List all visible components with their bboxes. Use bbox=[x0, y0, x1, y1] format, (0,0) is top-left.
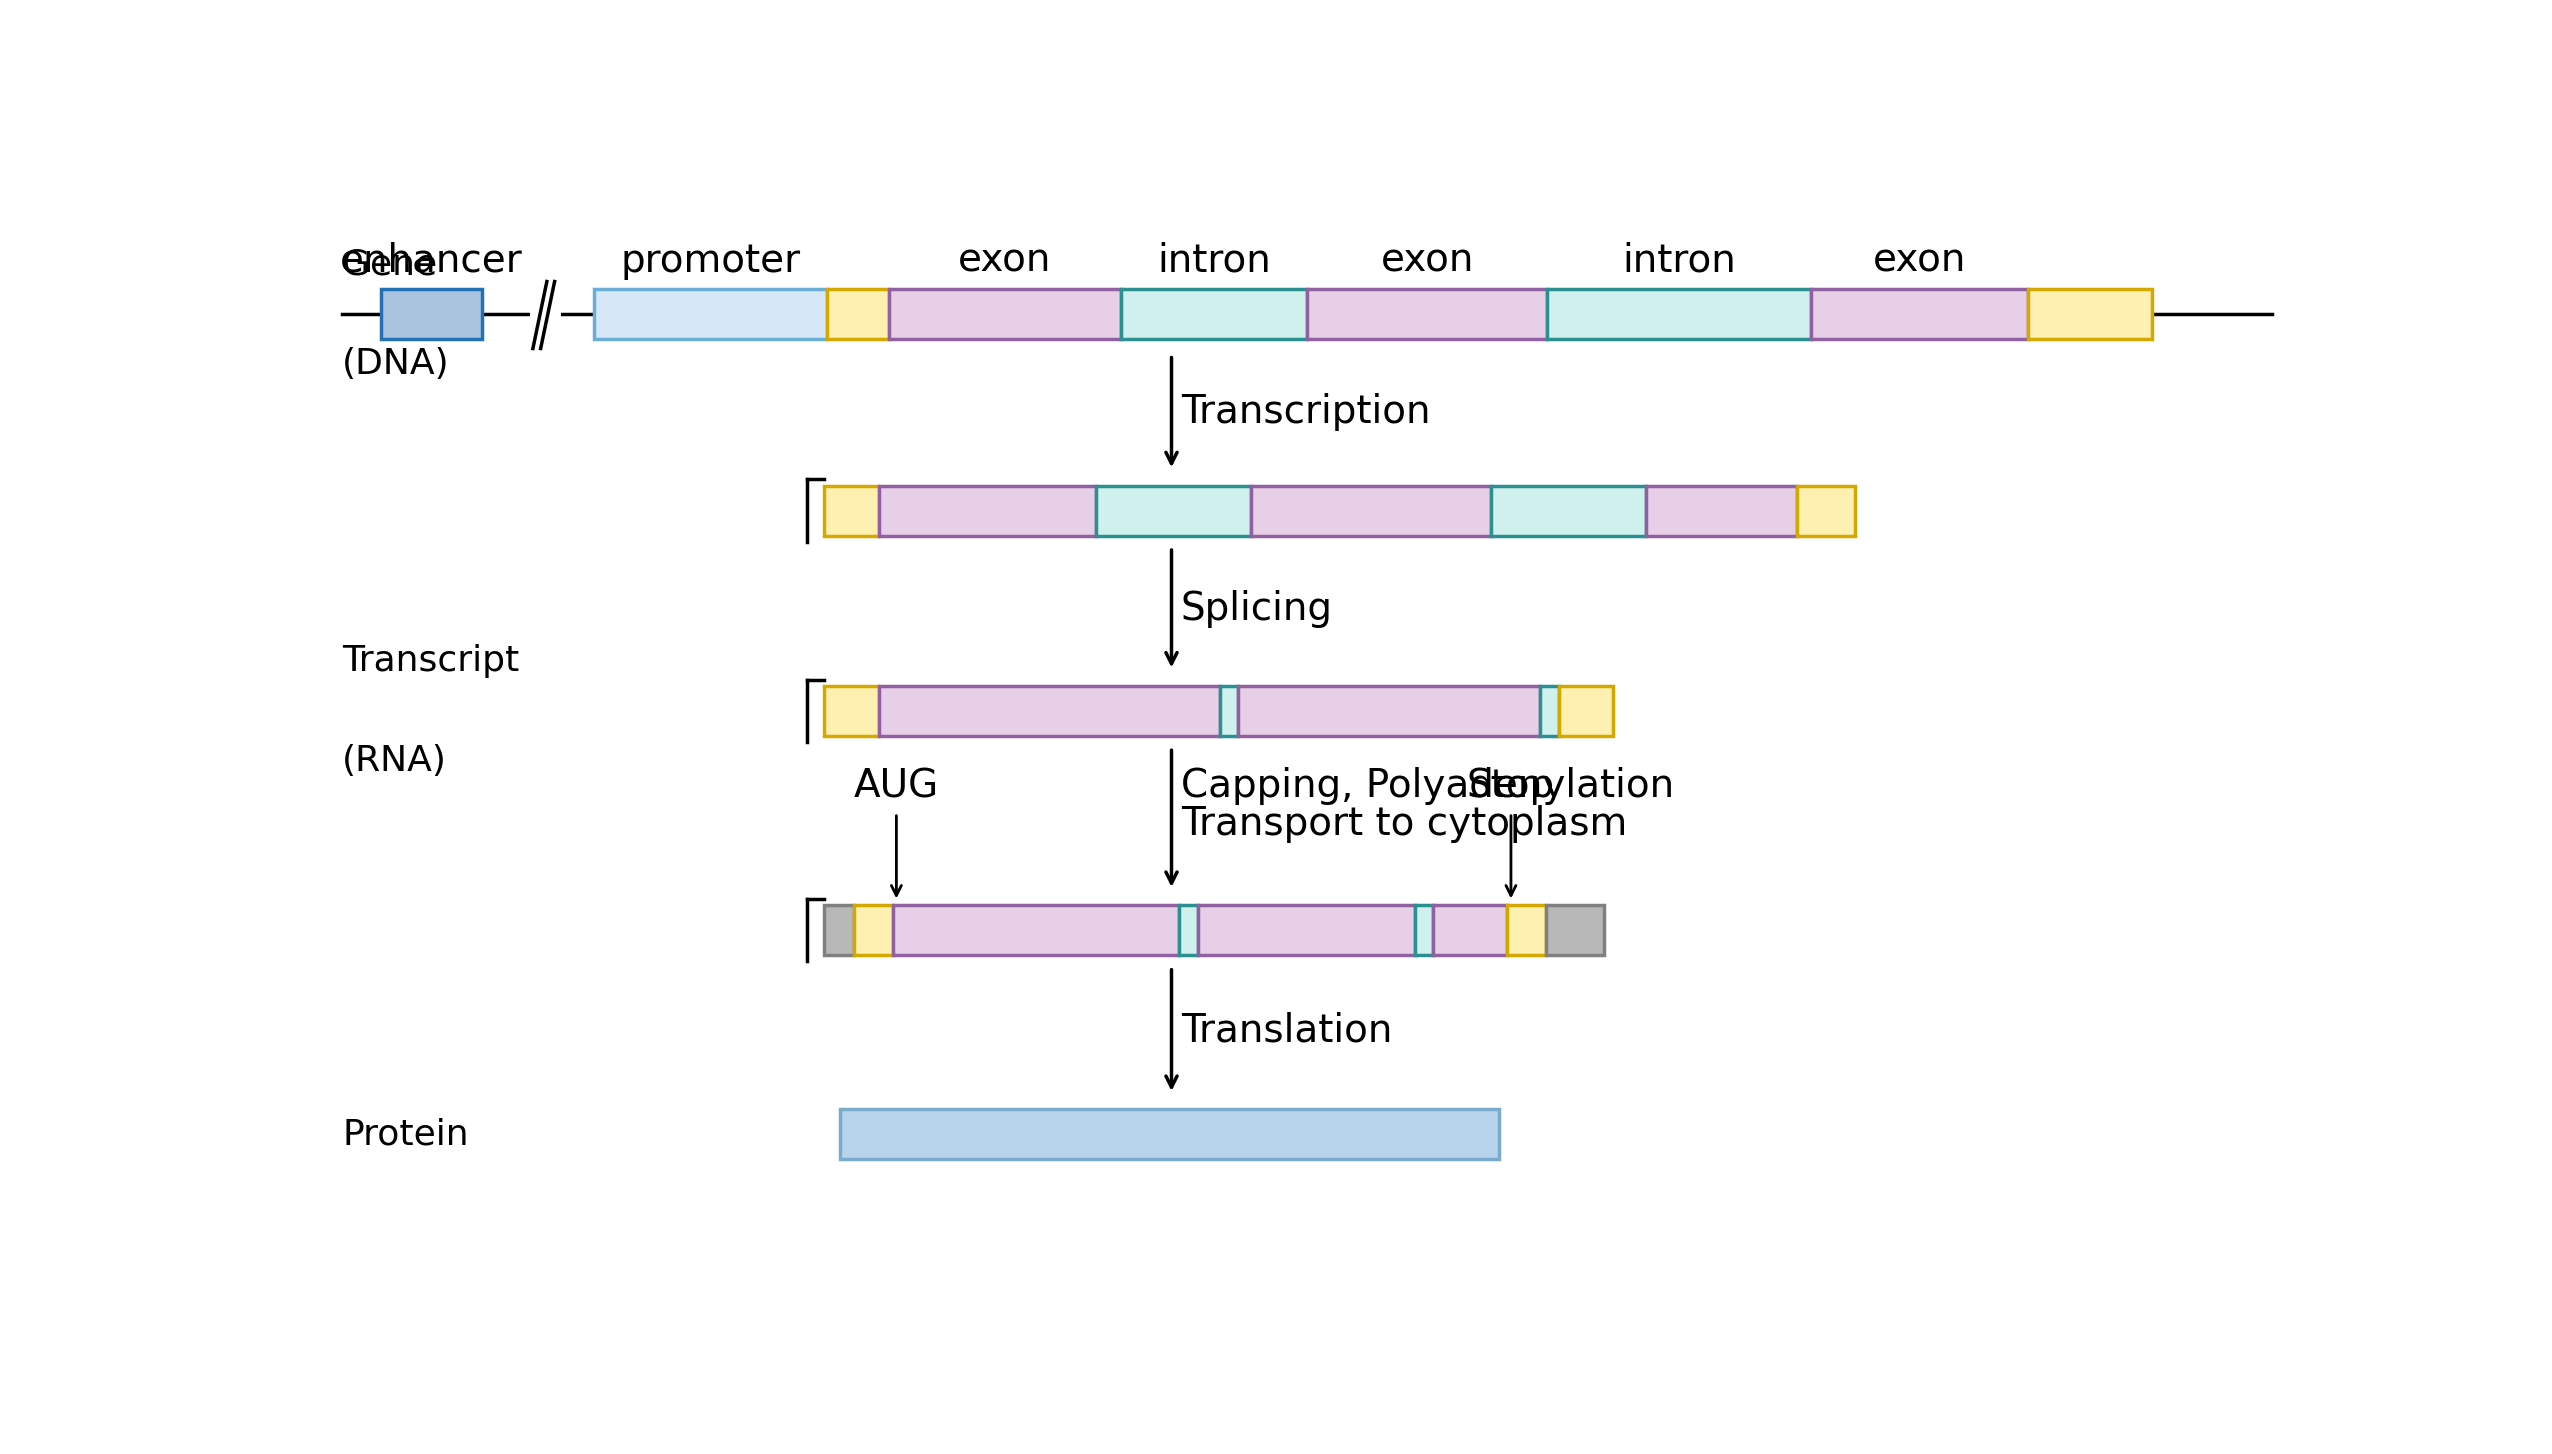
Text: exon: exon bbox=[1381, 241, 1475, 281]
Bar bbox=[1547, 906, 1605, 955]
Text: Transcription: Transcription bbox=[1182, 394, 1429, 432]
Bar bbox=[824, 486, 878, 535]
Bar bbox=[824, 686, 878, 736]
Bar bbox=[2029, 289, 2151, 339]
Text: AUG: AUG bbox=[855, 768, 939, 806]
Bar bbox=[1095, 486, 1250, 535]
Text: Gene: Gene bbox=[342, 247, 436, 282]
Text: enhancer: enhancer bbox=[339, 241, 523, 281]
Bar bbox=[595, 289, 827, 339]
Bar bbox=[1220, 686, 1238, 736]
Bar bbox=[824, 906, 855, 955]
Bar bbox=[1547, 289, 1812, 339]
Text: Translation: Translation bbox=[1182, 1012, 1393, 1050]
Bar bbox=[888, 289, 1120, 339]
Bar bbox=[531, 282, 561, 348]
Bar bbox=[1812, 289, 2029, 339]
Text: Transcript: Transcript bbox=[342, 644, 521, 678]
Text: intron: intron bbox=[1623, 241, 1735, 281]
Bar bbox=[878, 686, 1220, 736]
Text: (RNA): (RNA) bbox=[342, 743, 447, 778]
Text: Stop: Stop bbox=[1467, 768, 1554, 806]
Bar bbox=[840, 1109, 1498, 1159]
Bar bbox=[1414, 906, 1434, 955]
Bar bbox=[1250, 486, 1490, 535]
Bar bbox=[1797, 486, 1855, 535]
Bar bbox=[1559, 686, 1613, 736]
Bar bbox=[1508, 906, 1547, 955]
Bar bbox=[1434, 906, 1508, 955]
Bar bbox=[1646, 486, 1797, 535]
Bar bbox=[1541, 686, 1559, 736]
Bar bbox=[878, 486, 1095, 535]
Text: (DNA): (DNA) bbox=[342, 348, 449, 381]
Text: Splicing: Splicing bbox=[1182, 590, 1332, 628]
Bar bbox=[380, 289, 482, 339]
Text: promoter: promoter bbox=[620, 241, 801, 281]
Bar bbox=[1238, 686, 1541, 736]
Bar bbox=[1197, 906, 1414, 955]
Bar bbox=[1179, 906, 1197, 955]
Text: exon: exon bbox=[957, 241, 1051, 281]
Text: Protein: Protein bbox=[342, 1117, 470, 1152]
Bar bbox=[1490, 486, 1646, 535]
Text: intron: intron bbox=[1156, 241, 1271, 281]
Bar bbox=[1307, 289, 1547, 339]
Bar bbox=[855, 906, 893, 955]
Text: Transport to cytoplasm: Transport to cytoplasm bbox=[1182, 806, 1628, 843]
Text: Capping, Polyadenylation: Capping, Polyadenylation bbox=[1182, 766, 1674, 806]
Text: exon: exon bbox=[1873, 241, 1965, 281]
Bar bbox=[893, 906, 1179, 955]
Bar bbox=[1120, 289, 1307, 339]
Bar bbox=[827, 289, 888, 339]
